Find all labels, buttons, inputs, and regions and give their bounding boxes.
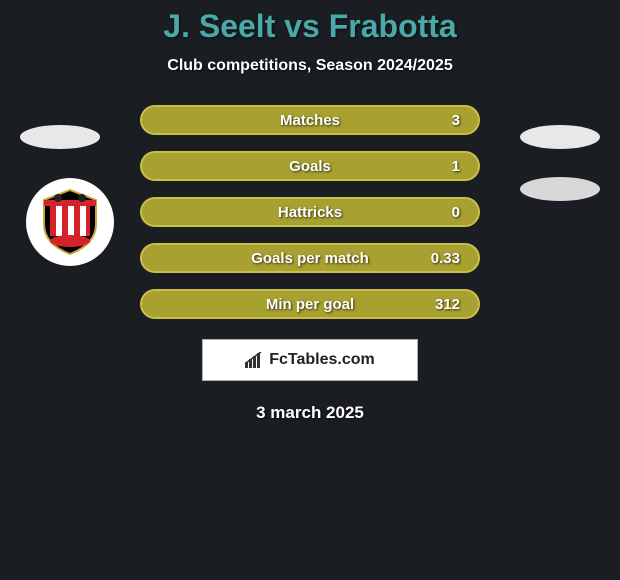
stat-label: Matches — [280, 112, 340, 129]
page-title: J. Seelt vs Frabotta — [0, 8, 620, 45]
stat-row: Goals 1 — [140, 151, 480, 181]
brand-attribution[interactable]: FcTables.com — [202, 339, 418, 381]
player-avatar-left — [20, 125, 100, 149]
stat-value: 3 — [452, 112, 460, 129]
stat-value: 0.33 — [431, 250, 460, 267]
club-badge-left — [26, 178, 114, 266]
stat-value: 312 — [435, 296, 460, 313]
stat-label: Goals per match — [251, 250, 369, 267]
page-subtitle: Club competitions, Season 2024/2025 — [0, 57, 620, 75]
stats-card: J. Seelt vs Frabotta Club competitions, … — [0, 0, 620, 423]
stat-row: Hattricks 0 — [140, 197, 480, 227]
stat-label: Hattricks — [278, 204, 342, 221]
stat-value: 0 — [452, 204, 460, 221]
stat-row: Goals per match 0.33 — [140, 243, 480, 273]
club-badge-right — [520, 177, 600, 201]
generation-date: 3 march 2025 — [0, 403, 620, 423]
brand-text: FcTables.com — [269, 351, 375, 369]
sunderland-crest-icon — [34, 186, 106, 258]
stat-row: Matches 3 — [140, 105, 480, 135]
stat-row: Min per goal 312 — [140, 289, 480, 319]
bar-chart-icon — [245, 352, 265, 368]
stat-label: Goals — [289, 158, 331, 175]
stat-value: 1 — [452, 158, 460, 175]
player-avatar-right — [520, 125, 600, 149]
stat-label: Min per goal — [266, 296, 354, 313]
